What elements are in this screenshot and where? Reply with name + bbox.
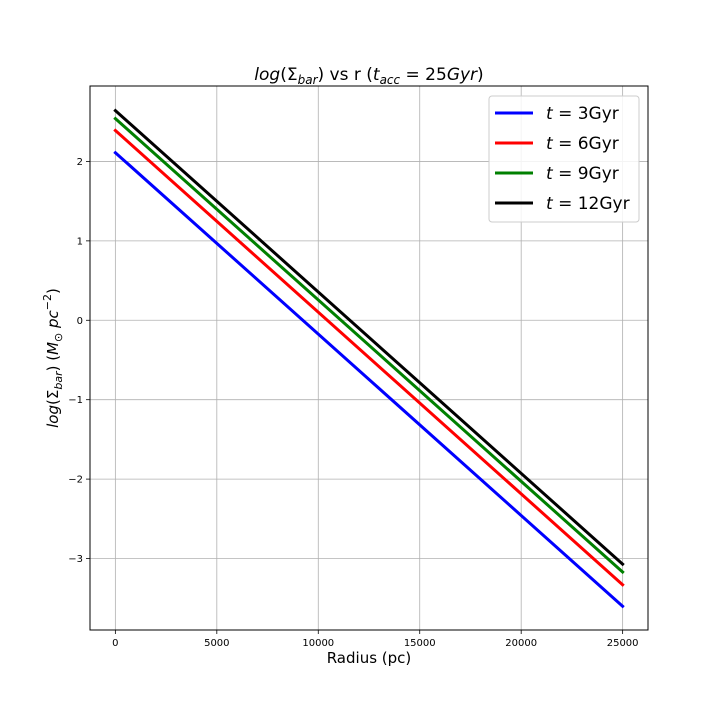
series-lines bbox=[113, 108, 625, 609]
y-axis-label: log(Σbar) (M⊙ pc−2) bbox=[41, 288, 65, 428]
x-tick-label: 15000 bbox=[404, 638, 436, 649]
y-tick-label: 0 bbox=[77, 316, 83, 327]
y-tick-label: 2 bbox=[77, 157, 83, 168]
legend-label: t = 3Gyr bbox=[546, 104, 619, 124]
series-line bbox=[113, 108, 625, 567]
x-tick-label: 5000 bbox=[204, 638, 229, 649]
y-tick-label: 1 bbox=[77, 236, 83, 247]
y-tick-label: −2 bbox=[68, 475, 83, 486]
series-line bbox=[113, 116, 625, 575]
legend-label: t = 12Gyr bbox=[546, 194, 630, 214]
x-tick-label: 0 bbox=[112, 638, 118, 649]
series-line bbox=[113, 128, 625, 587]
x-tick-label: 20000 bbox=[505, 638, 537, 649]
y-tick-label: −1 bbox=[68, 395, 83, 406]
legend-label: t = 6Gyr bbox=[546, 134, 619, 154]
chart-title: log(Σbar) vs r (tacc = 25Gyr) bbox=[254, 65, 483, 87]
plot-frame bbox=[89, 85, 649, 631]
y-tick-label: −3 bbox=[68, 554, 83, 565]
axis-ticks: 0 5000 10000 15000 20000 25000 −3 −2 −1 0 1 2 bbox=[68, 157, 638, 649]
x-axis-label: Radius (pc) bbox=[327, 649, 412, 667]
x-tick-label: 10000 bbox=[302, 638, 334, 649]
series-line bbox=[113, 150, 625, 609]
legend-label: t = 9Gyr bbox=[546, 164, 619, 184]
x-tick-label: 25000 bbox=[607, 638, 639, 649]
legend-box bbox=[488, 95, 640, 223]
legend: t = 3Gyr t = 6Gyr t = 9Gyr t = 12Gyr bbox=[488, 95, 640, 223]
